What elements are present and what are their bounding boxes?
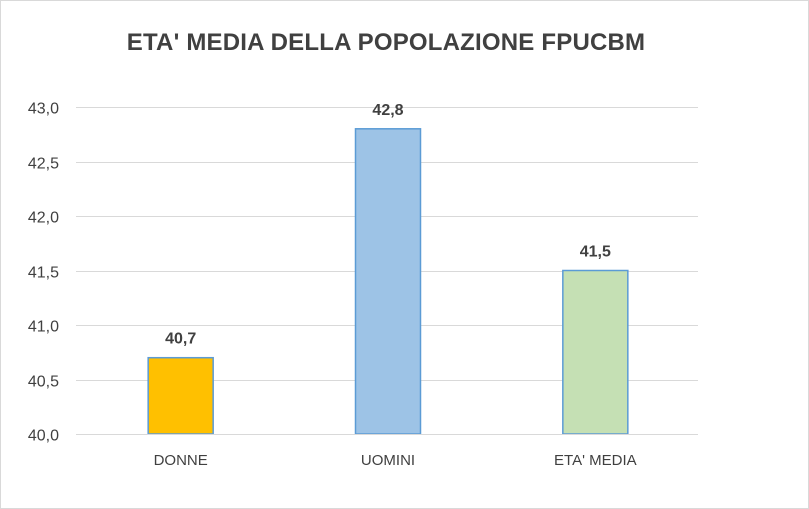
bar-eta-media [562, 269, 629, 435]
chart-title: ETA' MEDIA DELLA POPOLAZIONE FPUCBM [126, 29, 646, 56]
bar-donne [147, 356, 214, 435]
y-tick-label: 41,5 [28, 265, 59, 282]
x-category-label: ETA' MEDIA [554, 452, 637, 469]
y-tick-label: 42,5 [28, 156, 59, 173]
y-tick-label: 40,5 [28, 374, 59, 391]
data-label: 42,8 [372, 102, 403, 119]
data-label: 41,5 [580, 244, 611, 261]
y-tick-label: 41,0 [28, 319, 59, 336]
bar-uomini [354, 128, 422, 435]
x-category-label: UOMINI [361, 452, 415, 469]
x-category-label: DONNE [154, 452, 208, 469]
y-tick-label: 43,0 [28, 101, 59, 118]
y-tick-label: 40,0 [28, 428, 59, 445]
data-label: 40,7 [165, 331, 196, 348]
y-tick-label: 42,0 [28, 210, 59, 227]
